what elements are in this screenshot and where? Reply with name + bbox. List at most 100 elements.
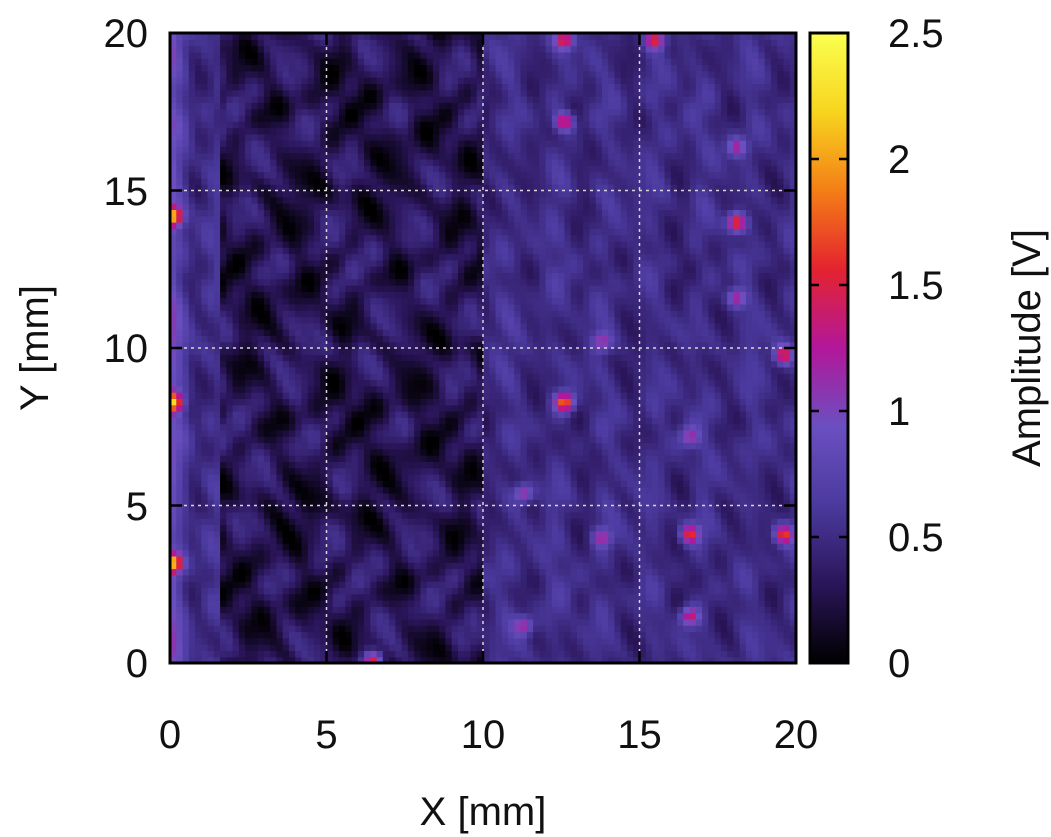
heatmap-cell	[489, 587, 497, 595]
heatmap-cell	[770, 625, 778, 633]
heatmap-cell	[432, 455, 440, 462]
heatmap-cell	[501, 511, 509, 519]
heatmap-cell	[752, 543, 760, 551]
heatmap-cell	[526, 411, 534, 418]
heatmap-cell	[301, 637, 309, 645]
heatmap-cell	[464, 486, 472, 494]
heatmap-cell	[401, 492, 409, 500]
heatmap-cell	[714, 474, 722, 481]
heatmap-cell	[213, 499, 221, 507]
heatmap-cell	[439, 511, 447, 519]
heatmap-cell	[182, 411, 190, 418]
heatmap-cell	[326, 373, 334, 381]
heatmap-cell	[357, 625, 365, 633]
heatmap-cell	[720, 530, 728, 538]
heatmap-cell	[520, 385, 528, 393]
heatmap-cell	[758, 467, 766, 475]
heatmap-cell	[714, 379, 722, 387]
heatmap-cell	[733, 555, 741, 563]
heatmap-cell	[414, 543, 421, 551]
heatmap-cell	[307, 562, 315, 570]
heatmap-cell	[401, 524, 409, 532]
heatmap-cell	[752, 379, 760, 387]
heatmap-cell	[558, 568, 565, 576]
heatmap-cell	[226, 461, 234, 469]
heatmap-cell	[470, 593, 478, 601]
heatmap-cell	[702, 354, 709, 362]
heatmap-cell	[733, 436, 741, 444]
heatmap-cell	[777, 486, 785, 494]
heatmap-cell	[789, 467, 796, 475]
heatmap-cell	[457, 492, 465, 500]
heatmap-cell	[633, 518, 641, 525]
heatmap-cell	[426, 581, 434, 588]
heatmap-cell	[589, 644, 597, 651]
heatmap-cell	[407, 562, 415, 570]
heatmap-cell	[483, 379, 490, 387]
heatmap-cell	[464, 612, 472, 620]
heatmap-cell	[445, 486, 453, 494]
heatmap-cell	[589, 404, 597, 412]
heatmap-cell	[301, 354, 309, 362]
heatmap-cell	[633, 354, 641, 362]
heatmap-cell	[783, 398, 791, 406]
heatmap-cell	[457, 373, 465, 381]
heatmap-cell	[432, 587, 440, 595]
heatmap-cell	[320, 448, 328, 456]
heatmap-cell	[439, 518, 447, 525]
heatmap-cell	[351, 373, 359, 381]
heatmap-cell	[195, 606, 202, 614]
heatmap-cell	[526, 436, 534, 444]
heatmap-cell	[483, 511, 490, 519]
heatmap-cell	[783, 379, 791, 387]
heatmap-cell	[420, 600, 428, 607]
heatmap-cell	[564, 537, 572, 544]
heatmap-cell	[238, 644, 246, 651]
heatmap-cell	[652, 429, 659, 437]
heatmap-cell	[551, 404, 559, 412]
heatmap-cell	[570, 474, 578, 481]
heatmap-cell	[432, 348, 440, 355]
heatmap-cell	[432, 436, 440, 444]
heatmap-cell	[426, 436, 434, 444]
heatmap-cell	[658, 518, 666, 525]
heatmap-cell	[401, 474, 409, 481]
heatmap-cell	[677, 423, 684, 431]
heatmap-cell	[564, 650, 572, 658]
heatmap-cell	[401, 467, 409, 475]
heatmap-cell	[414, 404, 421, 412]
heatmap-cell	[770, 429, 778, 437]
heatmap-cell	[677, 379, 684, 387]
heatmap-cell	[370, 467, 378, 475]
heatmap-cell	[376, 480, 384, 488]
heatmap-cell	[420, 644, 428, 651]
heatmap-cell	[270, 637, 278, 645]
heatmap-cell	[276, 600, 284, 607]
heatmap-cell	[301, 461, 309, 469]
heatmap-cell	[326, 429, 334, 437]
heatmap-cell	[727, 354, 734, 362]
heatmap-cell	[764, 417, 772, 425]
heatmap-cell	[758, 593, 766, 601]
heatmap-cell	[445, 574, 453, 582]
heatmap-cell	[489, 417, 497, 425]
heatmap-cell	[727, 467, 734, 475]
heatmap-cell	[645, 474, 653, 481]
heatmap-cell	[727, 379, 734, 387]
heatmap-cell	[357, 600, 365, 607]
heatmap-cell	[708, 587, 716, 595]
heatmap-cell	[445, 480, 453, 488]
heatmap-cell	[313, 612, 321, 620]
heatmap-cell	[664, 474, 672, 481]
heatmap-cell	[313, 348, 321, 355]
heatmap-cell	[677, 436, 684, 444]
heatmap-cell	[420, 637, 428, 645]
heatmap-cell	[601, 656, 609, 663]
heatmap-cell	[626, 455, 634, 462]
heatmap-cell	[770, 373, 778, 381]
heatmap-cell	[232, 373, 240, 381]
heatmap-cell	[401, 366, 409, 374]
heatmap-cell	[564, 568, 572, 576]
heatmap-cell	[514, 492, 522, 500]
heatmap-cell	[320, 360, 328, 368]
